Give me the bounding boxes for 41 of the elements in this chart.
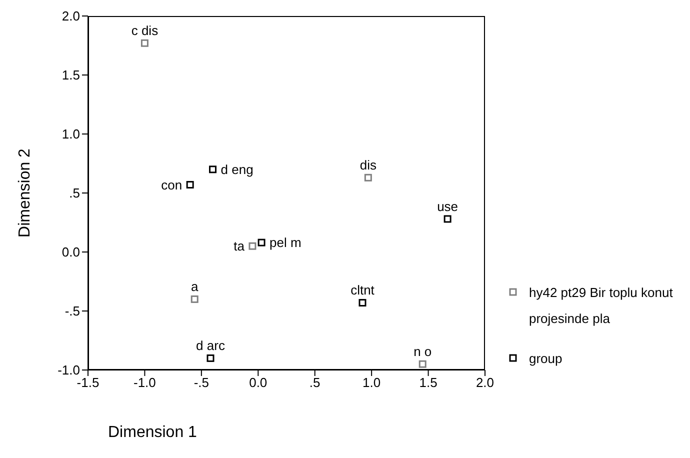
point xyxy=(444,215,452,223)
annotation: ta xyxy=(234,238,246,254)
x-tick-label: 1.5 xyxy=(419,375,438,390)
point xyxy=(364,174,372,182)
y-tick-label: .5 xyxy=(69,186,80,201)
annotation: n o xyxy=(414,344,432,360)
annotation: dis xyxy=(360,158,377,173)
point xyxy=(258,238,266,246)
x-tick-label: -1.5 xyxy=(76,375,100,390)
x-tick-label: -.5 xyxy=(194,375,210,390)
x-tick-label: 0.0 xyxy=(249,375,268,390)
x-tick-label: .5 xyxy=(309,375,320,390)
y-tick-label: 0.0 xyxy=(62,244,80,260)
x-axis-title: Dimension 1 xyxy=(108,424,197,442)
legend-label: hy42 pt29 Bir toplu konut projesinde pla xyxy=(529,284,674,328)
point xyxy=(248,242,256,250)
annotation: cltnt xyxy=(350,282,375,298)
point xyxy=(140,39,148,47)
annotation: con xyxy=(161,177,182,192)
y-axis-title: Dimension 2 xyxy=(16,148,34,238)
point xyxy=(358,298,366,306)
annotation: pel m xyxy=(270,235,302,250)
y-tick-label: 1.5 xyxy=(62,68,80,83)
annotation: use xyxy=(437,198,458,214)
x-tick-label: 1.0 xyxy=(362,375,381,390)
x-tick-label: -1.0 xyxy=(134,375,156,390)
point xyxy=(206,354,214,362)
annotation: a xyxy=(191,279,200,294)
annotation: d arc xyxy=(196,338,226,354)
legend-label: group xyxy=(529,350,562,368)
point xyxy=(418,360,426,368)
y-tick-label: 2.0 xyxy=(62,8,80,24)
x-tick-label: 2.0 xyxy=(476,375,494,390)
point xyxy=(186,180,194,188)
annotation: c dis xyxy=(131,23,159,38)
point xyxy=(209,166,217,174)
annotation: d eng xyxy=(220,162,254,178)
y-tick-label: 1.0 xyxy=(62,126,80,142)
y-tick-label: -1.0 xyxy=(58,362,80,378)
point xyxy=(190,295,198,303)
y-tick-label: -.5 xyxy=(64,304,80,319)
